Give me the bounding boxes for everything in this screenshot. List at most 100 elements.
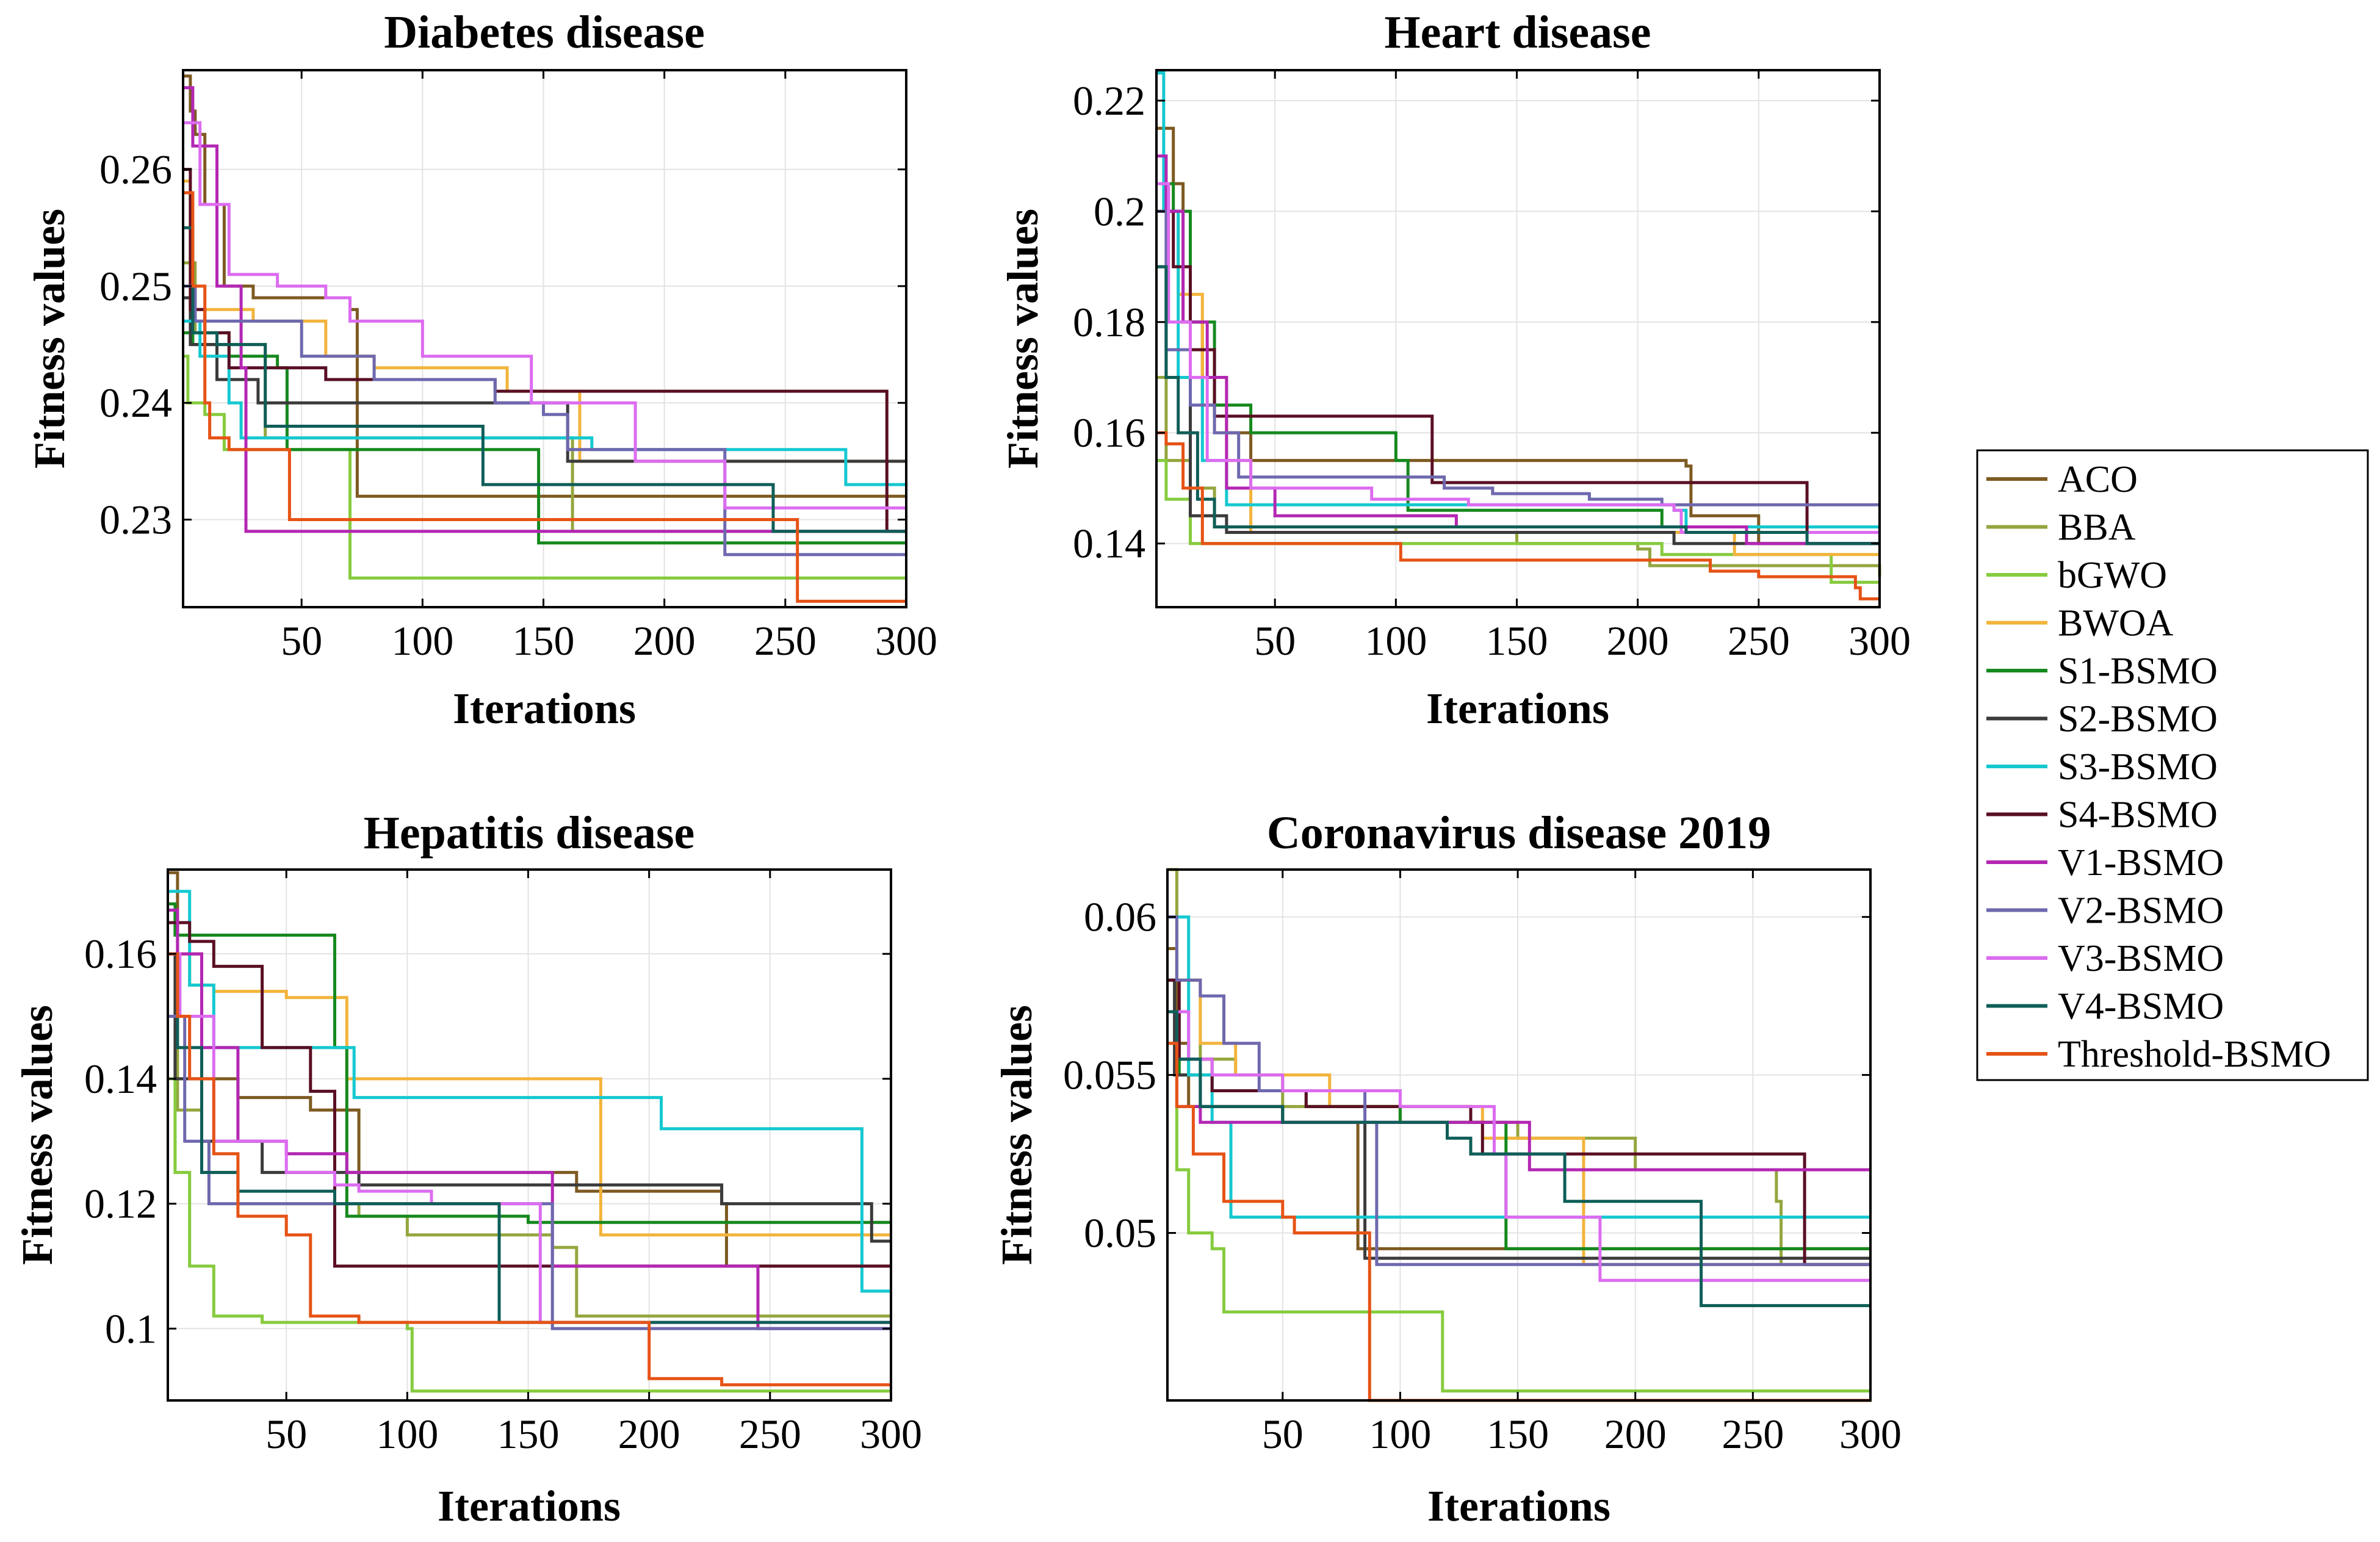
y-tick-label: 0.14 — [84, 1056, 157, 1102]
series-line-v1-bsmo — [168, 909, 891, 1330]
y-axis-label: Fitness values — [25, 209, 74, 469]
chart-title: Coronavirus disease 2019 — [1267, 807, 1771, 859]
plot-frame — [1166, 868, 1872, 1402]
x-tick-label: 250 — [739, 1411, 801, 1457]
x-tick-label: 150 — [497, 1411, 560, 1457]
series-layer — [1167, 868, 1870, 1402]
x-axis-label: Iterations — [453, 684, 636, 733]
series-line-threshold-bsmo — [1156, 431, 1880, 600]
x-tick-label: 150 — [1487, 1411, 1549, 1457]
x-tick-label: 150 — [1486, 618, 1548, 664]
x-tick-label: 250 — [754, 618, 817, 664]
series-line-v3-bsmo — [1167, 1010, 1870, 1282]
x-tick-label: 300 — [1839, 1411, 1902, 1457]
y-axis-label: Fitness values — [998, 209, 1047, 469]
legend-label-s2-bsmo: S2-BSMO — [2058, 699, 2218, 740]
y-tick-label: 0.22 — [1073, 77, 1145, 124]
x-tick-label: 50 — [1262, 1411, 1304, 1457]
legend-label-bba: BBA — [2058, 507, 2136, 549]
y-tick-label: 0.24 — [99, 380, 172, 426]
y-tick-label: 0.23 — [99, 497, 172, 543]
x-axis-label: Iterations — [1427, 1482, 1610, 1530]
x-tick-label: 250 — [1728, 618, 1790, 664]
series-line-v3-bsmo — [183, 121, 906, 510]
series-line-aco — [1156, 126, 1880, 546]
series-line-bba — [168, 1015, 891, 1318]
y-tick-label: 0.05 — [1084, 1210, 1156, 1256]
x-tick-label: 300 — [1848, 618, 1911, 664]
series-line-bgwo — [168, 1077, 891, 1393]
series-line-s1-bsmo — [1156, 182, 1880, 528]
tick-layer: 50 100 150 200 250 300 0.23 0.24 0.25 0.26 — [99, 70, 937, 664]
x-tick-label: 50 — [1254, 618, 1296, 664]
y-tick-label: 0.06 — [1084, 894, 1156, 940]
series-line-v4-bsmo — [1156, 265, 1880, 546]
plot-frame — [167, 868, 892, 1402]
series-line-v3-bsmo — [1156, 182, 1880, 534]
legend-label-v2-bsmo: V2-BSMO — [2058, 890, 2224, 932]
x-tick-label: 200 — [633, 618, 696, 664]
series-line-v2-bsmo — [168, 1015, 891, 1330]
y-tick-label: 0.14 — [1073, 521, 1145, 567]
series-line-v4-bsmo — [1167, 1010, 1870, 1308]
tick-layer: 50 100 150 200 250 300 0.14 0.16 0.18 0.2 0.22 — [1073, 70, 1911, 664]
x-axis-label: Iterations — [1426, 684, 1609, 733]
plot-frame — [1155, 69, 1881, 608]
legend-label-v1-bsmo: V1-BSMO — [2058, 842, 2224, 884]
y-axis-label: Fitness values — [992, 1005, 1041, 1265]
y-tick-label: 0.055 — [1063, 1052, 1156, 1098]
legend-label-s3-bsmo: S3-BSMO — [2058, 746, 2218, 788]
chart-panel-diabetes: 50 100 150 200 250 300 0.23 0.24 0.25 0.26 Diabet… — [25, 7, 937, 733]
series-line-threshold-bsmo — [1167, 1042, 1870, 1402]
x-tick-label: 200 — [1607, 618, 1669, 664]
tick-layer: 50 100 150 200 250 300 0.1 0.12 0.14 0.16 — [84, 870, 922, 1457]
chart-title: Hepatitis disease — [364, 807, 695, 859]
x-tick-label: 200 — [618, 1411, 680, 1457]
series-line-threshold-bsmo — [183, 191, 906, 603]
x-tick-label: 50 — [265, 1411, 307, 1457]
legend-label-s4-bsmo: S4-BSMO — [2058, 794, 2218, 836]
chart-panel-heart: 50 100 150 200 250 300 0.14 0.16 0.18 0.2 0.22 Hea… — [998, 7, 1911, 733]
y-tick-label: 0.25 — [99, 263, 172, 309]
series-layer — [168, 871, 891, 1393]
x-tick-label: 150 — [513, 618, 575, 664]
x-tick-label: 250 — [1722, 1411, 1784, 1457]
y-tick-label: 0.2 — [1094, 188, 1145, 234]
x-tick-label: 200 — [1604, 1411, 1667, 1457]
chart-panel-coronavirus: 50 100 150 200 250 300 0.05 0.055 0.06 Coronavir… — [992, 807, 1902, 1530]
series-line-v2-bsmo — [1156, 209, 1880, 506]
x-tick-label: 300 — [860, 1411, 922, 1457]
series-line-v4-bsmo — [183, 226, 906, 533]
series-line-bgwo — [183, 355, 906, 580]
tick-layer: 50 100 150 200 250 300 0.05 0.055 0.06 — [1063, 870, 1902, 1457]
x-axis-label: Iterations — [438, 1482, 621, 1530]
legend-label-threshold-bsmo: Threshold-BSMO — [2058, 1034, 2331, 1075]
legend-label-aco: ACO — [2058, 459, 2138, 500]
legend-label-s1-bsmo: S1-BSMO — [2058, 650, 2218, 692]
x-tick-label: 100 — [376, 1411, 438, 1457]
y-tick-label: 0.16 — [84, 931, 157, 977]
chart-panel-hepatitis: 50 100 150 200 250 300 0.1 0.12 0.14 0.16 Hepatit… — [13, 807, 922, 1530]
y-tick-label: 0.12 — [84, 1181, 157, 1227]
legend-label-v4-bsmo: V4-BSMO — [2058, 986, 2224, 1028]
x-tick-label: 50 — [281, 618, 322, 664]
y-tick-label: 0.26 — [99, 146, 172, 193]
plot-frame — [182, 69, 907, 608]
y-tick-label: 0.18 — [1073, 299, 1145, 345]
series-layer — [1156, 71, 1881, 600]
legend-items: ACO BBA bGWO BWOA S1-BSMO S2-BSMO S3-BSMO S4-BS… — [1986, 459, 2331, 1075]
series-layer — [183, 74, 906, 603]
x-tick-label: 300 — [875, 618, 937, 664]
legend-label-bgwo: bGWO — [2058, 555, 2167, 596]
plot-frame — [167, 868, 892, 1402]
series-line-bgwo — [1167, 1042, 1870, 1392]
y-axis-label: Fitness values — [13, 1005, 62, 1265]
y-tick-label: 0.1 — [105, 1305, 157, 1352]
series-line-s4-bsmo — [168, 921, 891, 1268]
legend-label-v3-bsmo: V3-BSMO — [2058, 938, 2224, 979]
chart-title: Diabetes disease — [384, 7, 705, 58]
legend-label-bwoa: BWOA — [2058, 603, 2174, 644]
series-line-s4-bsmo — [1156, 209, 1880, 534]
series-line-threshold-bsmo — [168, 952, 891, 1386]
